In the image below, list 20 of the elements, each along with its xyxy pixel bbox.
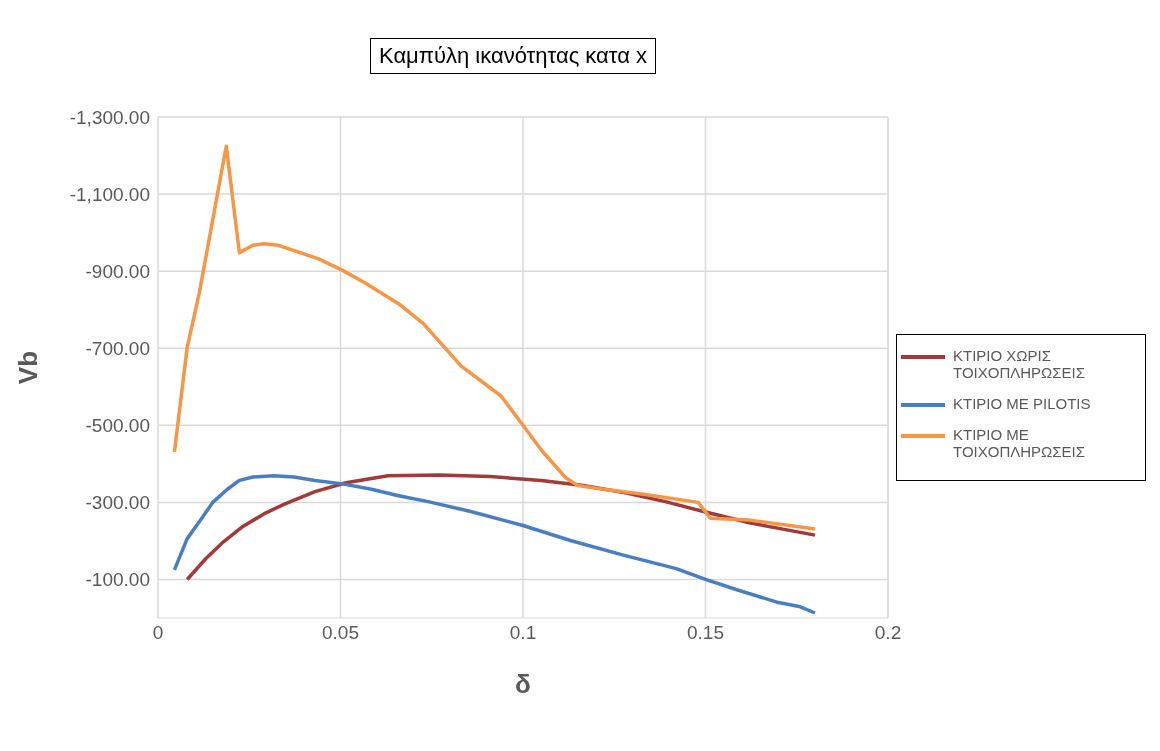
- legend-label: ΚΤΙΡΙΟ ΧΩΡΙΣ ΤΟΙΧΟΠΛΗΡΩΣΕΙΣ: [953, 347, 1087, 381]
- y-axis-title: Vb: [13, 350, 44, 385]
- x-tick-label: 0.15: [687, 622, 724, 644]
- y-tick-label: -100.00: [85, 569, 150, 591]
- y-tick-label: -900.00: [85, 260, 150, 282]
- x-tick-label: 0.1: [509, 622, 537, 644]
- chart-title: Καμπύλη ικανότητας κατα x: [370, 38, 657, 74]
- line-series: [172, 144, 817, 531]
- x-tick-label: 0.2: [874, 622, 902, 644]
- y-tick-label: -700.00: [85, 337, 150, 359]
- legend-label: ΚΤΙΡΙΟ ΜΕ ΤΟΙΧΟΠΛΗΡΩΣΕΙΣ: [953, 426, 1087, 460]
- x-tick-label: 0: [152, 622, 164, 644]
- y-tick-label: -1,300.00: [69, 106, 150, 128]
- x-axis-title: δ: [515, 669, 531, 699]
- y-tick-label: -500.00: [85, 415, 150, 437]
- y-tick-label: -1,100.00: [69, 183, 150, 205]
- x-tick-label: 0.05: [322, 622, 359, 644]
- line-series: [172, 474, 817, 615]
- y-tick-label: -300.00: [85, 492, 150, 514]
- legend-label: ΚΤΙΡΙΟ ΜΕ PILOTIS: [953, 395, 1091, 412]
